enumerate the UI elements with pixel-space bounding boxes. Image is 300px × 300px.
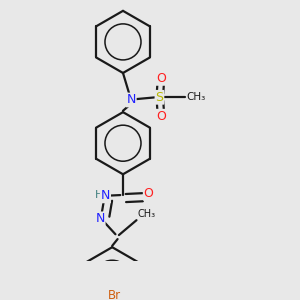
Text: O: O [156, 72, 166, 85]
Text: N: N [95, 212, 105, 225]
Text: O: O [144, 187, 154, 200]
Text: H: H [95, 190, 104, 200]
Text: CH₃: CH₃ [138, 209, 156, 219]
Text: O: O [156, 110, 166, 123]
Text: N: N [101, 189, 110, 203]
Text: Br: Br [108, 290, 121, 300]
Text: S: S [155, 91, 164, 104]
Text: N: N [126, 94, 136, 106]
Text: CH₃: CH₃ [187, 92, 206, 102]
